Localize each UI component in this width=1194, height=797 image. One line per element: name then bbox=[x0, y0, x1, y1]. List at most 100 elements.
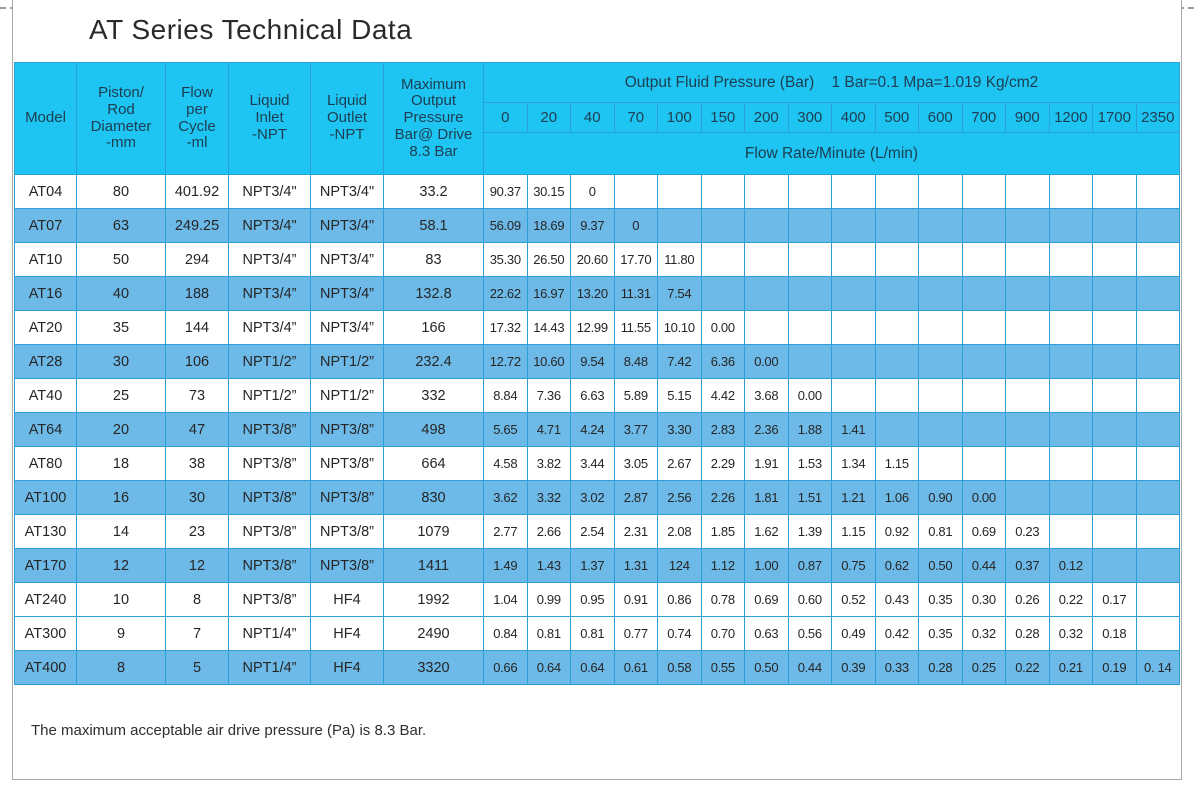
max-pressure-cell: 498 bbox=[383, 412, 484, 447]
diameter-cell: 40 bbox=[76, 276, 166, 311]
flow-rate-cell: 2.87 bbox=[613, 480, 658, 515]
max-pressure-cell: 33.2 bbox=[383, 174, 484, 209]
table-row: AT64 20 47 NPT3/8” NPT3/8” 498 5.65 4.71 4.24 3.7… bbox=[14, 412, 1180, 447]
model-cell: AT20 bbox=[14, 310, 77, 345]
diameter-cell: 20 bbox=[76, 412, 166, 447]
flow-rate-cell bbox=[1135, 242, 1180, 277]
flow-rate-cell: 0.62 bbox=[874, 548, 919, 583]
flow-rate-cell bbox=[1048, 344, 1093, 379]
table-row: AT130 14 23 NPT3/8” NPT3/8” 1079 2.77 2.66 2.54 2… bbox=[14, 514, 1180, 549]
flow-rate-cell: 5.89 bbox=[613, 378, 658, 413]
table-row: AT300 9 7 NPT1/4” HF4 2490 0.84 0.81 0.81 0.77 0.7… bbox=[14, 616, 1180, 651]
flow-rate-cell: 0.78 bbox=[700, 582, 745, 617]
liquid-inlet-cell: NPT3/4” bbox=[228, 310, 311, 345]
flow-rate-cell bbox=[831, 310, 876, 345]
flow-rate-cell: 11.31 bbox=[613, 276, 658, 311]
max-pressure-cell: 83 bbox=[383, 242, 484, 277]
liquid-outlet-cell: NPT3/8” bbox=[310, 514, 384, 549]
flow-per-cycle-cell: 12 bbox=[165, 548, 229, 583]
model-cell: AT07 bbox=[14, 208, 77, 243]
flow-rate-cell bbox=[918, 344, 963, 379]
max-pressure-cell: 664 bbox=[383, 446, 484, 481]
flow-rate-cell: 0.35 bbox=[918, 582, 963, 617]
flow-rate-cell: 0.87 bbox=[787, 548, 832, 583]
flow-rate-cell: 1.39 bbox=[787, 514, 832, 549]
flow-rate-cell: 3.05 bbox=[613, 446, 658, 481]
flow-rate-cell: 0.28 bbox=[918, 650, 963, 685]
flow-rate-cell: 10.10 bbox=[657, 310, 702, 345]
flow-rate-cell bbox=[874, 412, 919, 447]
flow-per-cycle-cell: 5 bbox=[165, 650, 229, 685]
flow-per-cycle-cell: 30 bbox=[165, 480, 229, 515]
flow-rate-cell: 4.24 bbox=[570, 412, 615, 447]
flow-rate-cell bbox=[874, 310, 919, 345]
diameter-cell: 18 bbox=[76, 446, 166, 481]
model-cell: AT10 bbox=[14, 242, 77, 277]
table-row: AT170 12 12 NPT3/8” NPT3/8” 1411 1.49 1.43 1.37 1… bbox=[14, 548, 1180, 583]
flow-rate-cell bbox=[1092, 242, 1137, 277]
flow-rate-cell: 2.67 bbox=[657, 446, 702, 481]
flow-rate-cell bbox=[1048, 480, 1093, 515]
flow-rate-cell bbox=[1135, 378, 1180, 413]
flow-rate-cell bbox=[831, 276, 876, 311]
flow-rate-cell bbox=[787, 174, 832, 209]
flow-per-cycle-cell: 38 bbox=[165, 446, 229, 481]
flow-rate-cell: 0.63 bbox=[744, 616, 789, 651]
flow-rate-cell bbox=[1135, 548, 1180, 583]
flow-rate-cell: 0 bbox=[613, 208, 658, 243]
flow-rate-cell: 0.91 bbox=[613, 582, 658, 617]
document-page: AT Series Technical Data Model Piston/ Ro… bbox=[12, 0, 1182, 780]
flow-rate-cell bbox=[874, 174, 919, 209]
flow-rate-cell bbox=[1005, 344, 1050, 379]
flow-rate-cell bbox=[787, 276, 832, 311]
max-pressure-cell: 332 bbox=[383, 378, 484, 413]
flow-rate-cell: 0.43 bbox=[874, 582, 919, 617]
liquid-inlet-cell: NPT3/4" bbox=[228, 208, 311, 243]
flow-per-cycle-cell: 249.25 bbox=[165, 208, 229, 243]
flow-rate-cell bbox=[1135, 276, 1180, 311]
flow-rate-cell: 35.30 bbox=[483, 242, 528, 277]
flow-rate-cell bbox=[918, 242, 963, 277]
flow-rate-cell: 0.44 bbox=[961, 548, 1006, 583]
flow-rate-cell: 0.81 bbox=[918, 514, 963, 549]
flow-rate-cell: 1.04 bbox=[483, 582, 528, 617]
flow-rate-cell: 2.29 bbox=[700, 446, 745, 481]
flow-rate-cell bbox=[1135, 446, 1180, 481]
flow-rate-cell bbox=[961, 276, 1006, 311]
flow-rate-cell bbox=[1005, 378, 1050, 413]
pressure-tick: 20 bbox=[526, 102, 571, 133]
flow-rate-cell bbox=[918, 276, 963, 311]
flow-per-cycle-cell: 401.92 bbox=[165, 174, 229, 209]
flow-rate-cell: 0.50 bbox=[918, 548, 963, 583]
flow-rate-cell: 5.65 bbox=[483, 412, 528, 447]
flow-rate-cell bbox=[874, 378, 919, 413]
flow-rate-cell: 0.74 bbox=[657, 616, 702, 651]
flow-rate-cell: 26.50 bbox=[526, 242, 571, 277]
flow-per-cycle-cell: 188 bbox=[165, 276, 229, 311]
flow-rate-cell: 1.37 bbox=[570, 548, 615, 583]
table-row: AT04 80 401.92 NPT3/4" NPT3/4" 33.2 90.37 30.15… bbox=[14, 174, 1180, 209]
diameter-cell: 30 bbox=[76, 344, 166, 379]
column-header-4: Liquid Outlet -NPT bbox=[310, 62, 384, 175]
flow-rate-cell: 2.77 bbox=[483, 514, 528, 549]
flow-rate-cell: 3.68 bbox=[744, 378, 789, 413]
flow-rate-cell: 0.17 bbox=[1092, 582, 1137, 617]
page-title: AT Series Technical Data bbox=[89, 14, 413, 45]
flow-rate-cell: 1.41 bbox=[831, 412, 876, 447]
pressure-tick: 100 bbox=[657, 102, 702, 133]
model-cell: AT04 bbox=[14, 174, 77, 209]
model-cell: AT300 bbox=[14, 616, 77, 651]
flow-rate-cell bbox=[787, 310, 832, 345]
liquid-outlet-cell: NPT1/2” bbox=[310, 378, 384, 413]
flow-rate-cell: 11.80 bbox=[657, 242, 702, 277]
model-cell: AT100 bbox=[14, 480, 77, 515]
pressure-tick: 150 bbox=[700, 102, 745, 133]
flow-rate-cell: 0.18 bbox=[1092, 616, 1137, 651]
flow-rate-cell: 1.31 bbox=[613, 548, 658, 583]
flow-rate-cell: 0.26 bbox=[1005, 582, 1050, 617]
flow-rate-cell: 0.37 bbox=[1005, 548, 1050, 583]
flow-rate-cell bbox=[961, 174, 1006, 209]
flow-rate-cell: 0 bbox=[570, 174, 615, 209]
pressure-tick: 200 bbox=[744, 102, 789, 133]
flow-rate-cell: 0.00 bbox=[744, 344, 789, 379]
